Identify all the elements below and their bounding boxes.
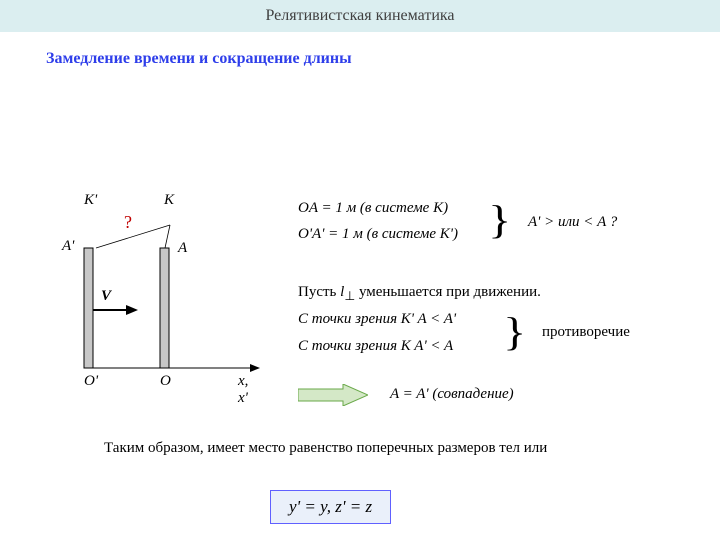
label-A: A [178, 240, 187, 257]
line5: С точки зрения K A' < A [298, 338, 453, 355]
label-K-prime: K' [84, 192, 97, 209]
label-O-prime: O' [84, 373, 98, 390]
line1: OA = 1 м (в системе K) [298, 200, 448, 217]
formula-box: y' = y, z' = z [270, 490, 391, 524]
label-V: V [101, 288, 111, 305]
section-title: Замедление времени и сокращение длины [46, 50, 720, 68]
line4: С точки зрения K' A < A' [298, 311, 456, 328]
contradiction: противоречие [542, 324, 630, 341]
conclusion: Таким образом, имеет место равенство поп… [104, 440, 547, 457]
formula: y' = y, z' = z [289, 497, 372, 516]
label-A-prime: A' [62, 238, 74, 255]
brace-icon-1: } [488, 196, 511, 243]
result: A = A' (совпадение) [390, 386, 514, 403]
banner-title: Релятивистская кинематика [265, 7, 454, 25]
label-K: K [164, 192, 174, 209]
compare: A' > или < A ? [528, 214, 617, 231]
line3: Пусть l⊥ уменьшается при движении. [298, 284, 541, 304]
brace-icon-2: } [503, 308, 526, 355]
figure: O' O x, x' K' K A' A V ? [60, 198, 260, 408]
implication-arrow-icon [298, 384, 368, 406]
line2: O'A' = 1 м (в системе K') [298, 226, 458, 243]
label-O: O [160, 373, 171, 390]
label-x-axis: x, x' [238, 373, 260, 407]
question-mark-icon: ? [124, 212, 132, 233]
banner: Релятивистская кинематика [0, 0, 720, 32]
